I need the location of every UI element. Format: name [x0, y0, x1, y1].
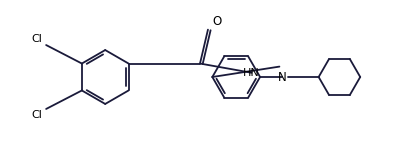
- Text: N: N: [278, 71, 286, 83]
- Text: Cl: Cl: [31, 34, 42, 43]
- Text: Cl: Cl: [31, 111, 42, 120]
- Text: O: O: [212, 15, 221, 28]
- Text: HN: HN: [243, 68, 260, 78]
